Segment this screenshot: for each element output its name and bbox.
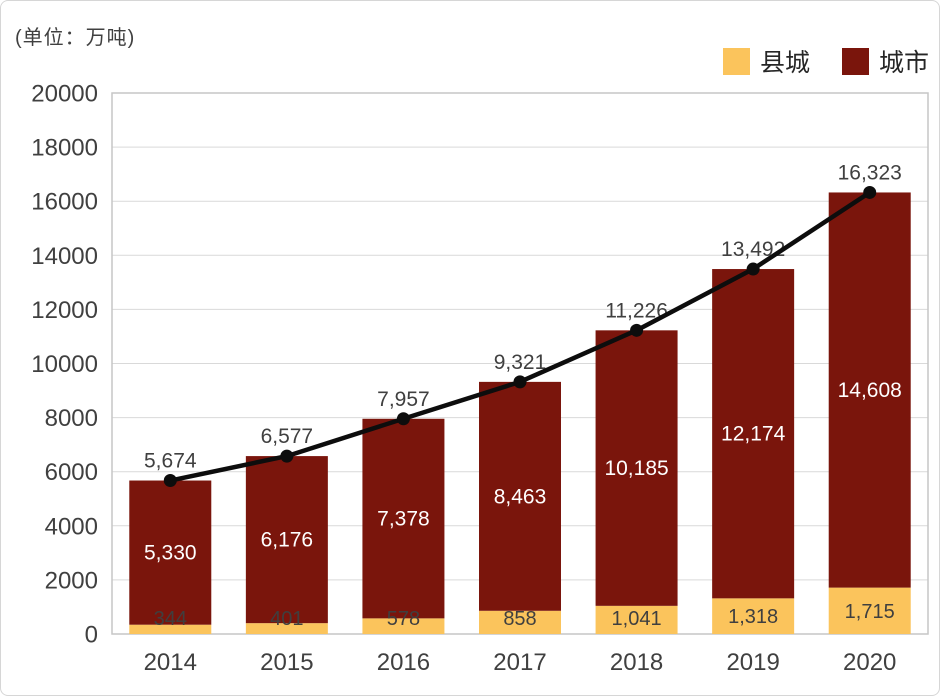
total-value-label: 7,957 — [377, 388, 430, 411]
county-value-label: 578 — [387, 608, 420, 630]
total-value-label: 11,226 — [605, 299, 668, 322]
city-value-label: 6,176 — [261, 529, 314, 552]
city-value-label: 8,463 — [494, 485, 547, 508]
x-tick-label: 2014 — [144, 649, 197, 676]
y-tick-label: 10000 — [31, 351, 98, 378]
legend-swatch-xiancheng-icon — [722, 47, 750, 75]
bar-segment-county — [362, 618, 445, 634]
county-value-label: 344 — [154, 608, 187, 630]
total-value-label: 16,323 — [838, 161, 902, 184]
legend-item-xiancheng: 县城 — [722, 43, 810, 79]
legend: 县城 城市 — [722, 43, 929, 79]
unit-label: (单位：万吨) — [15, 27, 136, 49]
y-tick-label: 16000 — [31, 189, 98, 216]
y-tick-label: 0 — [85, 622, 98, 649]
bar-segment-city — [712, 269, 795, 599]
y-tick-label: 4000 — [45, 513, 98, 540]
city-value-label: 14,608 — [838, 379, 902, 402]
bar-segment-city — [479, 381, 561, 611]
x-tick-label: 2015 — [260, 649, 313, 676]
y-tick-label: 12000 — [31, 297, 98, 324]
city-value-label: 7,378 — [377, 508, 430, 531]
y-tick-label: 6000 — [45, 459, 98, 486]
bar-segment-county — [712, 598, 795, 634]
county-value-label: 401 — [270, 608, 303, 630]
total-line-marker — [396, 412, 410, 426]
y-tick-label: 18000 — [31, 135, 98, 162]
bar-segment-city — [245, 456, 328, 624]
bar-segment-county — [595, 605, 678, 634]
bar-segment-county — [245, 623, 328, 634]
bar-segment-city — [828, 192, 911, 588]
bar-segment-county — [479, 610, 561, 634]
legend-item-chengshi: 城市 — [841, 43, 929, 79]
county-value-label: 1,715 — [845, 601, 895, 623]
total-line-marker — [280, 449, 294, 463]
y-tick-label: 2000 — [45, 567, 98, 594]
y-tick-label: 20000 — [31, 81, 98, 108]
legend-label-chengshi: 城市 — [878, 49, 929, 77]
total-line-marker — [163, 474, 177, 488]
y-tick-label: 14000 — [31, 243, 98, 270]
x-tick-label: 2020 — [843, 649, 896, 676]
city-value-label: 5,330 — [144, 542, 197, 565]
x-tick-label: 2019 — [726, 649, 779, 676]
city-value-label: 12,174 — [721, 423, 786, 446]
bar-segment-city — [362, 418, 445, 619]
x-tick-label: 2017 — [493, 649, 546, 676]
city-value-label: 10,185 — [604, 457, 668, 480]
bar-segment-city — [129, 480, 212, 625]
bar-segment-county — [828, 587, 911, 634]
total-value-label: 5,674 — [144, 450, 197, 473]
total-value-label: 9,321 — [494, 351, 547, 374]
county-value-label: 858 — [503, 608, 536, 630]
legend-label-xiancheng: 县城 — [759, 49, 810, 77]
x-tick-label: 2018 — [610, 649, 663, 676]
total-value-label: 6,577 — [261, 425, 314, 448]
legend-swatch-chengshi-icon — [841, 47, 869, 75]
county-value-label: 1,041 — [612, 608, 662, 630]
total-line-marker — [863, 185, 877, 199]
total-line-marker — [630, 323, 644, 337]
total-line-marker — [513, 375, 527, 389]
y-tick-label: 8000 — [45, 405, 98, 432]
total-line-marker — [746, 262, 760, 276]
bar-segment-county — [129, 624, 212, 634]
bar-segment-city — [595, 330, 678, 606]
total-value-label: 13,492 — [721, 238, 785, 261]
county-value-label: 1,318 — [728, 606, 778, 628]
x-tick-label: 2016 — [377, 649, 430, 676]
